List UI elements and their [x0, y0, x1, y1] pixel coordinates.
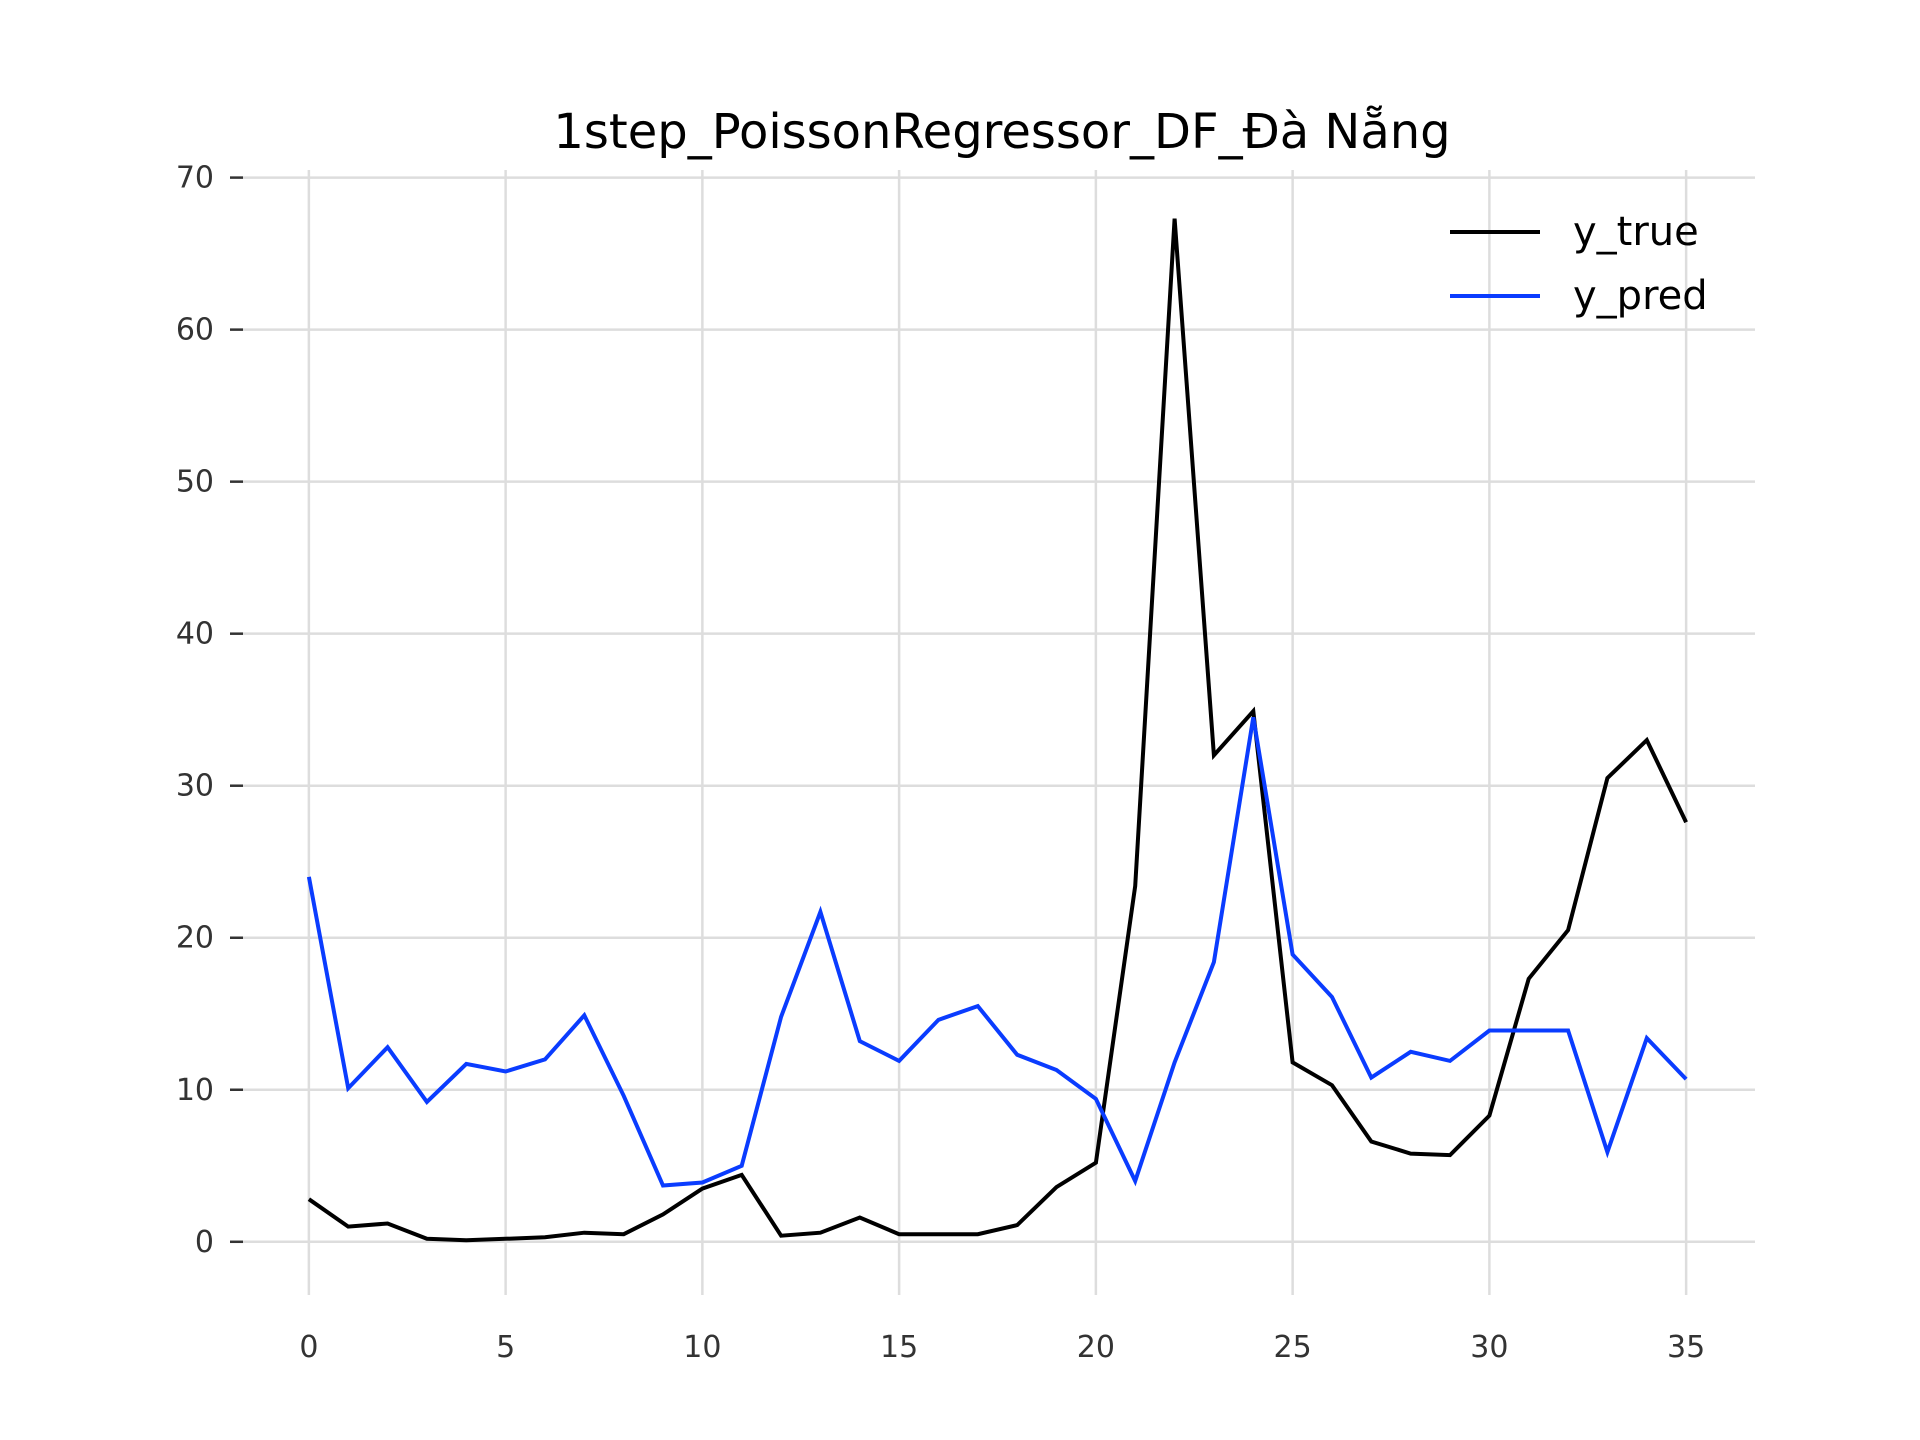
series-line-y-pred	[306, 716, 1688, 1188]
x-tick-label: 15	[880, 1330, 918, 1365]
y-tick-label: 10	[176, 1073, 214, 1108]
y-tick-label: 0	[195, 1225, 214, 1260]
legend-label: y_true	[1573, 209, 1699, 255]
x-tick-label: 25	[1274, 1330, 1312, 1365]
axis-ticks: 0 5 10 15 20 25 30 35 0 10 20 30 40 50 60 70	[176, 161, 1705, 1365]
x-tick-label: 20	[1077, 1330, 1115, 1365]
series-lines	[306, 218, 1688, 1243]
x-tick-label: 10	[683, 1330, 721, 1365]
x-tick-label: 35	[1667, 1330, 1705, 1365]
y-tick-label: 20	[176, 921, 214, 956]
x-tick-label: 5	[496, 1330, 515, 1365]
y-tick-label: 40	[176, 617, 214, 652]
legend-label: y_pred	[1573, 273, 1708, 319]
x-tick-label: 0	[299, 1330, 318, 1365]
y-tick-label: 60	[176, 313, 214, 348]
y-tick-label: 70	[176, 161, 214, 196]
series-line-y-true	[307, 218, 1688, 1243]
y-tick-label: 30	[176, 769, 214, 804]
legend: y_true y_pred	[1450, 209, 1708, 319]
grid	[240, 170, 1755, 1295]
y-tick-label: 50	[176, 465, 214, 500]
x-tick-label: 30	[1470, 1330, 1508, 1365]
chart-title: 1step_PoissonRegressor_DF_Đà Nẵng	[553, 104, 1450, 160]
